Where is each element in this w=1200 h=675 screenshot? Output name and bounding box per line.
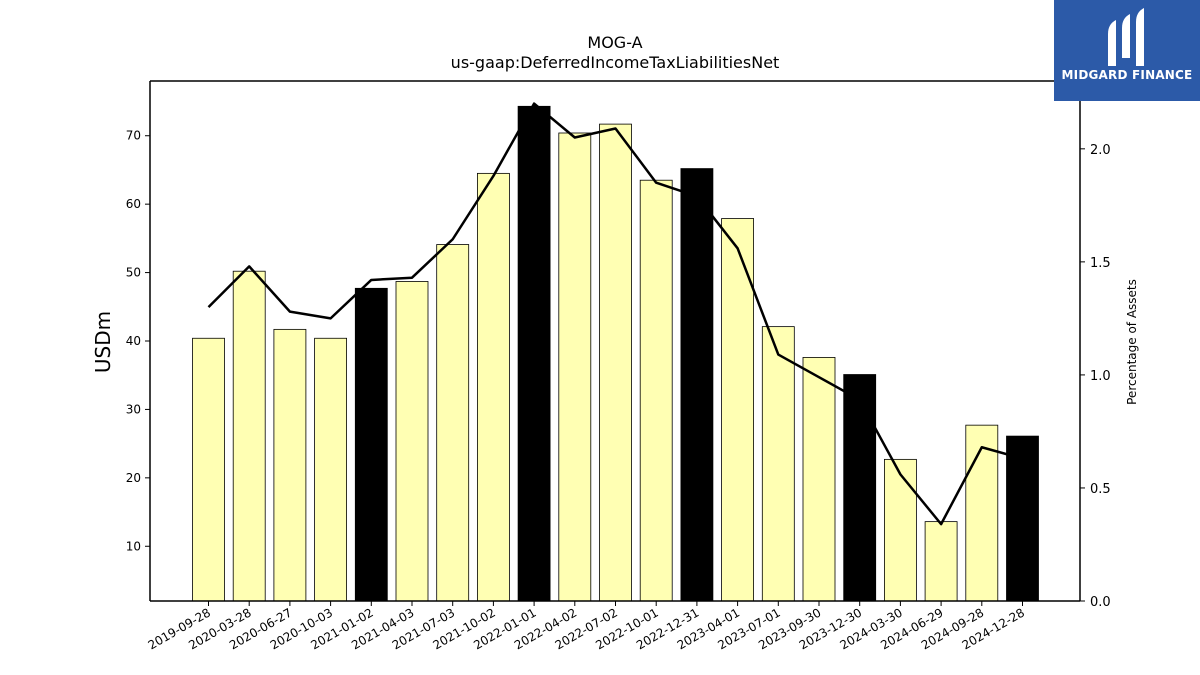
chart-subtitle: us-gaap:DeferredIncomeTaxLiabilitiesNet bbox=[450, 53, 780, 72]
y-tick-label: 30 bbox=[126, 402, 141, 416]
y-tick-label: 40 bbox=[126, 334, 141, 348]
bar-2021-01-02 bbox=[354, 287, 388, 602]
line-group bbox=[207, 102, 1023, 526]
bar-2022-04-02 bbox=[558, 132, 592, 602]
y2-tick-label: 0.0 bbox=[1090, 595, 1111, 610]
y2-tick-label: 1.0 bbox=[1090, 369, 1111, 384]
brand-logo: MIDGARD FINANCE bbox=[1054, 0, 1200, 101]
bar-2024-09-28 bbox=[965, 424, 999, 602]
percentage-line bbox=[207, 102, 1023, 526]
bar-2024-12-28 bbox=[1006, 435, 1039, 602]
y2-axis-label: Percentage of Assets bbox=[1125, 279, 1139, 405]
bar-2019-09-28 bbox=[192, 337, 225, 602]
bar-2022-07-02 bbox=[599, 123, 632, 602]
bar-2022-12-31 bbox=[680, 168, 714, 602]
y-axis-label: USDm bbox=[91, 311, 115, 373]
bar-2020-06-27 bbox=[273, 328, 307, 602]
bar-2020-03-28 bbox=[232, 270, 266, 602]
bar-2022-10-01 bbox=[639, 179, 673, 602]
bar-2021-04-03 bbox=[395, 281, 429, 602]
bar-2023-07-01 bbox=[761, 326, 795, 602]
logo-text: MIDGARD FINANCE bbox=[1061, 68, 1193, 82]
y-tick-label: 20 bbox=[126, 471, 141, 485]
y-tick-label: 50 bbox=[126, 266, 141, 280]
y-tick-label: 60 bbox=[126, 197, 141, 211]
bar-2023-09-30 bbox=[802, 357, 836, 602]
bar-2021-10-02 bbox=[476, 172, 510, 602]
y-tick-label: 70 bbox=[126, 129, 141, 143]
bar-group bbox=[192, 105, 1039, 602]
bar-2021-07-03 bbox=[436, 244, 470, 602]
y2-tick-label: 1.5 bbox=[1090, 256, 1111, 271]
bar-2024-06-29 bbox=[924, 521, 958, 602]
bar-2022-01-01 bbox=[517, 105, 551, 602]
y2-tick-label: 2.0 bbox=[1090, 143, 1111, 158]
chart-title: MOG-A bbox=[587, 33, 643, 52]
y2-tick-label: 0.5 bbox=[1090, 482, 1111, 497]
y-tick-label: 10 bbox=[126, 539, 141, 553]
bar-2023-12-30 bbox=[843, 374, 877, 602]
bar-2023-04-01 bbox=[721, 218, 754, 602]
bar-2020-10-03 bbox=[314, 337, 348, 602]
bar-2024-03-30 bbox=[884, 458, 917, 602]
logo-mark-icon bbox=[1108, 8, 1144, 66]
